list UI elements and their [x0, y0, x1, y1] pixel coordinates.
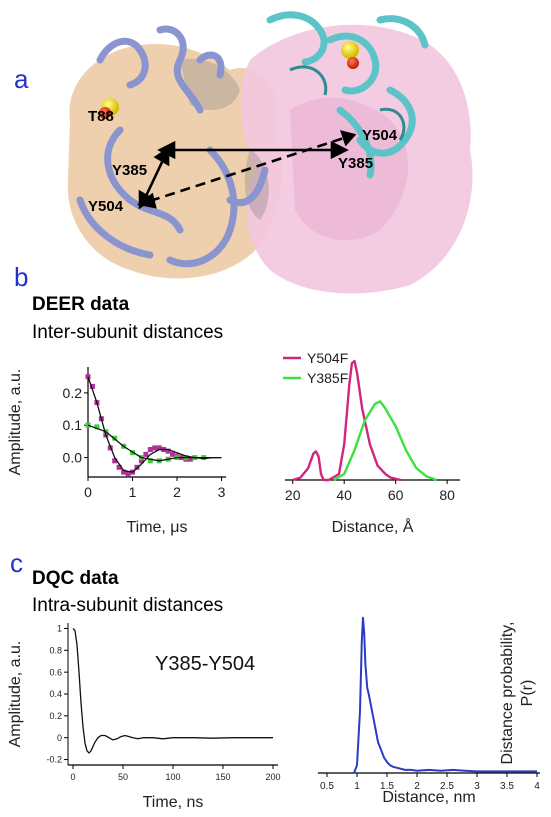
right-spheres [341, 41, 359, 69]
panel-c-subtitle: Intra-subunit distances [32, 595, 224, 616]
data-point [147, 458, 153, 464]
panel-c-title: DQC data [32, 568, 119, 589]
dqc-time-trace-chart: 0 50 100 150 200 -0.2 0 0.2 0.4 0.6 0.8 1 Time, ns Am… [7, 623, 281, 811]
legend-label: Y385F [307, 370, 348, 386]
data-point [165, 448, 171, 454]
y-tick-label: 0.8 [49, 645, 62, 655]
t88-spheres [99, 98, 119, 119]
x-tick-label: 3.5 [500, 781, 514, 792]
label-y385-left: Y385 [112, 162, 147, 179]
data-point [187, 456, 193, 462]
data-point [121, 469, 127, 475]
y-tick-label: 0 [57, 733, 62, 743]
y-axis-label: Amplitude, a.u. [7, 641, 24, 748]
x-axis-label: Time, μs [126, 519, 187, 536]
data-point [125, 471, 131, 477]
x-tick-label: 1 [354, 781, 360, 792]
chart-annotation: Y385-Y504 [155, 653, 255, 675]
deer-time-trace-chart: 0 1 2 3 0.0 0.1 0.2 Time, μs Amplitude, a.u. [7, 367, 226, 536]
x-tick-label: 2 [414, 781, 420, 792]
x-axis-label: Distance, nm [382, 789, 475, 806]
x-tick-label: 0 [84, 484, 92, 500]
x-tick-label: 2.5 [440, 781, 454, 792]
x-tick-label: 200 [265, 772, 280, 782]
panel-a-letter: a [14, 64, 29, 94]
distance-arrows [136, 130, 357, 210]
legend-label: Y504F [307, 350, 348, 366]
x-tick-label: 100 [165, 772, 180, 782]
label-y504-right: Y504 [362, 127, 398, 144]
x-tick-label: 0 [70, 772, 75, 782]
x-tick-label: 20 [285, 487, 301, 503]
series-line [87, 424, 222, 462]
y-axis-label: Amplitude, a.u. [7, 369, 24, 476]
data-point [116, 464, 122, 470]
x-tick-label: 3 [474, 781, 480, 792]
series-line [333, 400, 438, 482]
data-point [112, 458, 118, 464]
x-axis-label: Time, ns [143, 794, 204, 811]
x-tick-label: 50 [118, 772, 128, 782]
label-y385-right: Y385 [338, 155, 373, 172]
y-axis-label-unit: P(r) [519, 680, 536, 707]
panel-b-title: DEER data [32, 294, 130, 315]
y-tick-label: 0.2 [63, 385, 83, 401]
x-tick-label: 3 [218, 484, 226, 500]
right-subunit-cartoon-dark [289, 65, 406, 141]
dqc-distance-chart: 0.5 1 1.5 2 2.5 3 3.5 4 Distance, nm Distance pro… [318, 616, 540, 806]
series-line [353, 616, 537, 774]
panel-b-subtitle: Inter-subunit distances [32, 322, 224, 343]
y-axis-label: Distance probability, [499, 622, 516, 765]
x-tick-label: 80 [439, 487, 455, 503]
data-point [89, 383, 95, 389]
data-point [147, 447, 153, 452]
protein-structure-image: T88 Y504 Y385 Y385 Y504 [67, 11, 473, 294]
data-point [138, 458, 144, 464]
panel-b-letter: b [14, 262, 29, 292]
label-t88: T88 [88, 108, 114, 125]
right-subunit-cartoon [266, 11, 429, 179]
y-tick-label: 0.6 [49, 667, 62, 677]
deer-distance-chart: 20 40 60 80 Distance, Å Y504F Y385F [283, 350, 460, 536]
label-y504-left: Y504 [88, 198, 124, 215]
x-tick-label: 1.5 [380, 781, 394, 792]
x-tick-label: 0.5 [320, 781, 334, 792]
x-tick-label: 60 [388, 487, 404, 503]
panel-c-letter: c [10, 548, 23, 578]
x-tick-label: 1 [129, 484, 137, 500]
y-tick-label: -0.2 [46, 755, 62, 765]
x-axis-label: Distance, Å [332, 517, 414, 536]
y-tick-label: 1 [57, 624, 62, 634]
y-tick-label: 0.1 [63, 417, 83, 433]
data-point [130, 450, 136, 456]
data-point [143, 451, 149, 457]
left-subunit-cartoon [76, 25, 269, 268]
data-point [170, 451, 176, 457]
data-point [152, 445, 158, 451]
x-tick-label: 4 [534, 781, 540, 792]
x-tick-label: 2 [173, 484, 181, 500]
y-tick-label: 0.0 [63, 449, 83, 465]
data-point [94, 424, 100, 430]
y-tick-label: 0.2 [49, 711, 62, 721]
series-line [292, 359, 402, 482]
left-subunit-surface [67, 44, 282, 279]
series-line [72, 628, 273, 754]
data-point [156, 445, 162, 451]
x-tick-label: 150 [215, 772, 230, 782]
x-tick-label: 40 [336, 487, 352, 503]
y-tick-label: 0.4 [49, 689, 62, 699]
